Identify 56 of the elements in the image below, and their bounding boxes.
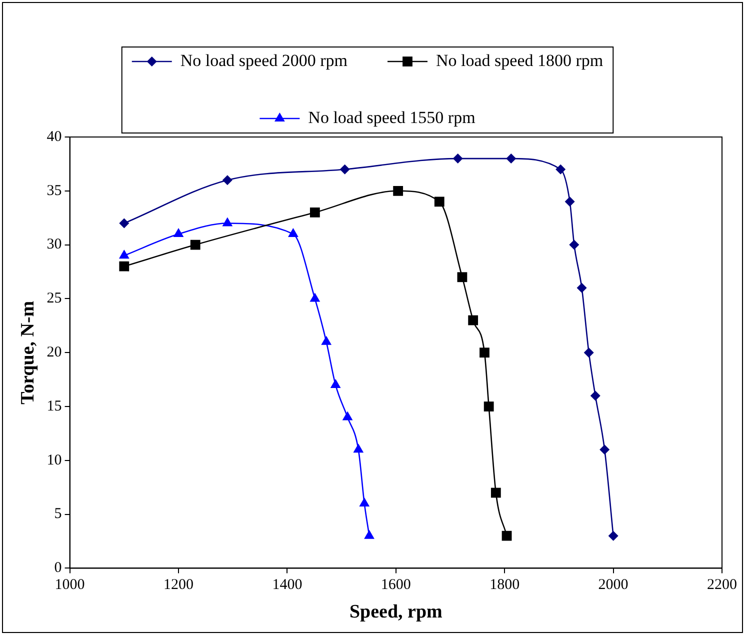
point <box>506 154 516 164</box>
y-tick-label: 25 <box>46 290 62 307</box>
x-tick-label: 1000 <box>54 577 85 594</box>
legend-label: No load speed 1550 rpm <box>308 108 476 127</box>
y-tick-label: 5 <box>54 506 62 522</box>
point <box>490 488 501 498</box>
y-tick-label: 20 <box>46 344 62 361</box>
point <box>590 390 600 401</box>
point <box>330 378 341 388</box>
x-tick-label: 1200 <box>164 577 194 594</box>
point <box>584 348 594 358</box>
point <box>556 164 566 174</box>
x-tick-label: 2000 <box>598 577 628 594</box>
point <box>321 336 332 345</box>
legend-label: No load speed 1800 rpm <box>436 50 604 70</box>
y-tick-label: 10 <box>46 452 62 468</box>
y-tick-label: 40 <box>46 128 62 145</box>
point <box>353 444 364 453</box>
point <box>288 228 298 238</box>
point <box>393 186 404 196</box>
point <box>310 208 320 218</box>
point <box>190 240 200 250</box>
y-tick-label: 15 <box>46 398 62 414</box>
legend-label: No load speed 2000 rpm <box>180 50 348 70</box>
point <box>468 315 478 326</box>
point <box>569 240 580 250</box>
point <box>564 196 575 207</box>
y-tick-label: 0 <box>54 560 62 576</box>
point <box>340 164 350 174</box>
y-tick-label: 30 <box>46 236 62 253</box>
x-axis-title: Speed, rpm <box>349 602 443 623</box>
point <box>484 402 494 412</box>
point <box>364 530 374 539</box>
point <box>119 218 130 228</box>
y-axis-title: Torque, N-m <box>17 300 38 404</box>
point <box>452 154 463 164</box>
point <box>119 261 130 272</box>
x-tick-label: 2200 <box>707 577 737 594</box>
point <box>359 498 370 507</box>
point <box>222 217 233 226</box>
point <box>576 282 587 293</box>
point <box>608 530 618 541</box>
point <box>434 196 444 207</box>
x-tick-label: 1800 <box>490 577 520 594</box>
x-tick-label: 1400 <box>272 577 302 594</box>
point <box>310 292 320 302</box>
point <box>118 250 130 259</box>
point <box>502 530 512 541</box>
point <box>342 411 353 420</box>
point <box>222 175 232 186</box>
point <box>457 272 468 282</box>
point <box>480 348 490 358</box>
y-tick-label: 35 <box>46 182 62 199</box>
point <box>173 228 184 238</box>
x-tick-label: 1600 <box>380 577 411 594</box>
point <box>600 444 610 455</box>
